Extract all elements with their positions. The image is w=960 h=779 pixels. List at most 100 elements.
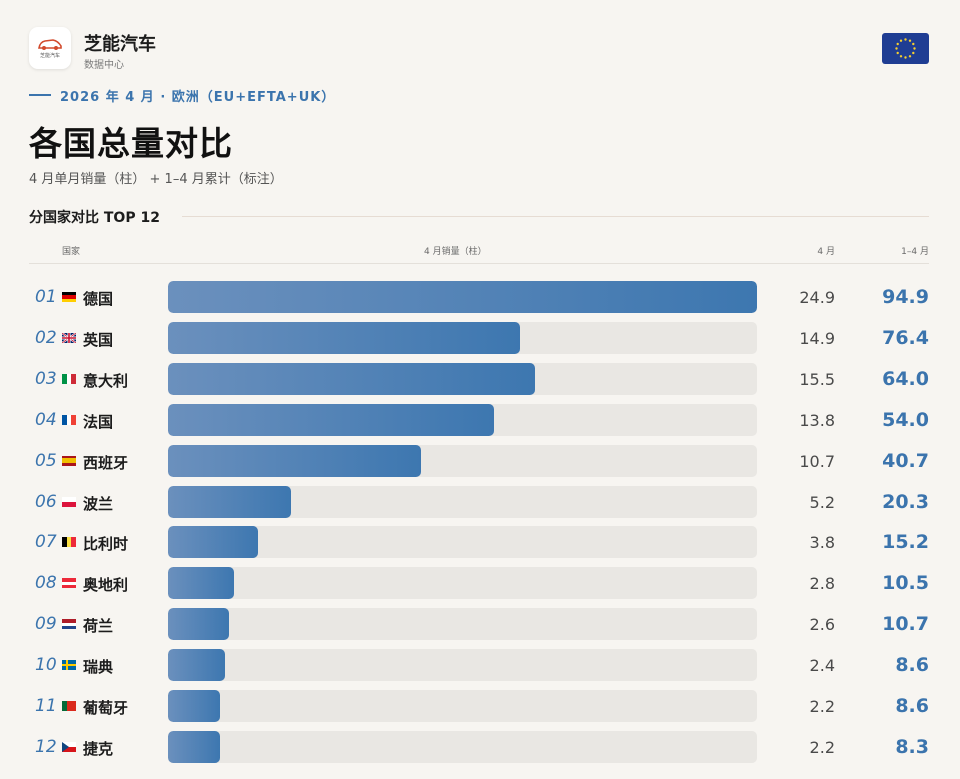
eu-star [896,42,899,46]
bar-mark [168,362,535,395]
bar-track [168,608,757,641]
eu-star [912,42,915,46]
section-divider [182,216,929,217]
country-name: 捷克 [83,739,114,758]
month-value: 10.7 [799,451,835,471]
bar-mark [168,526,258,559]
header-divider [29,263,929,264]
column-header-month: 4 月 [817,247,835,257]
month-value: 5.2 [809,492,835,512]
cumulative-value: 10.7 [882,613,929,636]
rank-label: 11 [35,696,57,716]
country-row: 07 比利时 3.8 15.2 [0,525,960,559]
country-row: 09 荷兰 2.6 10.7 [0,607,960,641]
month-value: 15.5 [799,369,835,389]
it-flag-icon [62,373,77,384]
cumulative-value: 40.7 [882,449,929,472]
country-name: 德国 [83,290,114,308]
cumulative-value: 20.3 [882,490,929,513]
eu-star [908,55,912,58]
rank-label: 08 [35,573,57,594]
rank-label: 09 [35,614,57,635]
bar-mark [168,321,521,354]
bar-track [168,403,757,436]
country-name: 意大利 [83,371,129,390]
month-value: 2.6 [809,615,835,635]
fr-flag-icon [62,414,77,425]
rank-label: 04 [35,409,57,430]
bar-mark [168,567,235,600]
rank-label: 03 [35,368,57,389]
bar-mark [168,485,291,518]
eu-star [896,51,899,55]
bar-track [168,567,757,600]
rank-label: 07 [35,532,57,553]
at-flag-icon [62,578,76,589]
country-row: 10 瑞典 2.4 8.6 [0,648,960,682]
nl-flag-icon [62,619,76,630]
cumulative-value: 15.2 [882,531,929,554]
country-row: 11 葡萄牙 2.2 8.6 [0,689,960,723]
bar-track [168,526,757,559]
country-row: 01 德国 24.9 94.9 [0,280,960,314]
bar-mark [168,730,221,763]
eu-star [899,55,903,58]
column-header-country: 国家 [62,247,81,257]
bar-track [168,281,757,313]
cumulative-value: 54.0 [882,408,929,431]
month-value: 13.8 [799,410,835,430]
car-logo-icon [38,39,62,50]
country-name: 法国 [83,412,114,431]
country-name: 英国 [83,330,114,349]
eu-star [895,47,898,50]
month-value: 2.2 [809,697,835,716]
month-value: 24.9 [799,288,835,307]
country-row: 08 奥地利 2.8 10.5 [0,566,960,600]
eu-star [912,51,915,55]
bar-mark [168,281,757,313]
pl-flag-icon [62,496,76,507]
country-name: 奥地利 [83,576,129,595]
rank-label: 06 [35,491,57,512]
bar-mark [168,608,230,641]
page-subtitle: 4 月单月销量（柱） + 1–4 月累计（标注） [29,172,283,187]
rank-label: 01 [35,287,57,307]
bar-mark [168,444,422,477]
eu-flag-icon [882,33,929,64]
cumulative-value: 76.4 [882,326,929,349]
month-value: 14.9 [799,328,835,348]
column-header-bar: 4 月销量（柱） [424,247,487,257]
country-row: 06 波兰 5.2 20.3 [0,485,960,519]
logo-text: 芝能汽车 [39,53,60,59]
bar-track [168,649,757,682]
be-flag-icon [62,537,77,548]
cumulative-value: 10.5 [882,572,929,595]
bar-track [168,444,757,477]
country-row: 02 英国 14.9 76.4 [0,321,960,355]
rank-label: 02 [35,327,57,348]
month-value: 2.2 [809,737,835,757]
country-row: 04 法国 13.8 54.0 [0,403,960,437]
country-name: 荷兰 [83,617,114,636]
de-flag-icon [62,292,76,302]
section-title: 分国家对比 TOP 12 [29,210,160,226]
pt-flag-icon [62,701,77,711]
cumulative-value: 8.6 [895,654,929,677]
month-value: 3.8 [809,533,835,553]
kicker-rule [29,94,51,96]
country-row: 12 捷克 2.2 8.3 [0,730,960,764]
cumulative-value: 94.9 [882,286,929,308]
rank-label: 12 [35,736,57,757]
column-header-cumulative: 1–4 月 [901,247,929,257]
cumulative-value: 64.0 [882,367,929,390]
bar-track [168,362,757,395]
country-name: 葡萄牙 [83,699,129,717]
brand-subtitle: 数据中心 [84,60,124,71]
es-flag-icon [62,455,76,466]
month-value: 2.4 [809,656,835,676]
gb-flag-icon [62,332,76,343]
rank-label: 05 [35,450,57,471]
country-name: 西班牙 [83,453,129,472]
cumulative-value: 8.3 [895,735,929,758]
eu-star [904,56,907,59]
